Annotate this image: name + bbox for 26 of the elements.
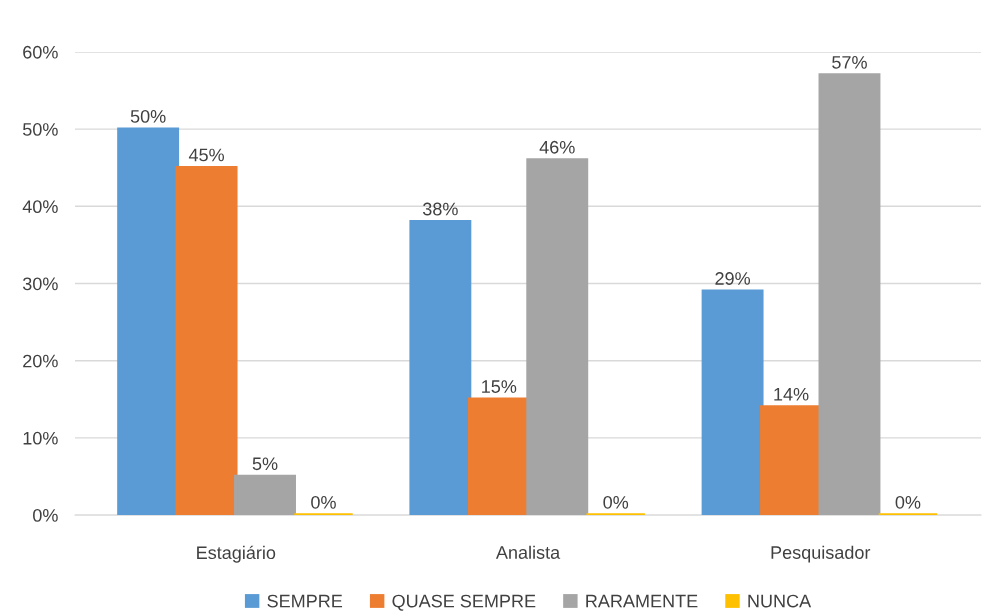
x-tick-label: Pesquisador [771,545,871,563]
data-label: 0% [603,495,629,509]
y-tick-label: 0% [33,509,58,522]
y-tick-label: 30% [22,277,58,291]
x-tick-label: Analista [495,545,561,559]
data-label: 38% [422,202,458,216]
y-tick-label: 10% [23,431,58,445]
data-label: 57% [832,56,867,69]
y-tick-label: 60% [23,45,58,59]
data-label: 29% [715,272,751,285]
data-label: 0% [311,495,336,509]
x-tick-label: Estagiário [197,545,276,563]
data-label: 0% [895,495,921,509]
legend-label: NUNCA [748,594,812,608]
legend-label: SEMPRE [267,594,343,608]
data-label: 14% [774,387,809,401]
y-tick-label: 20% [23,354,58,368]
y-tick-label: 40% [22,200,58,214]
data-label: 5% [252,457,278,471]
data-label: 50% [130,109,166,123]
data-label: 45% [188,148,224,162]
y-tick-label: 50% [22,123,58,136]
data-label: 46% [539,140,575,154]
data-label: 15% [482,380,517,393]
legend-label: QUASE SEMPRE [392,594,536,611]
legend-label: RARAMENTE [586,594,698,608]
